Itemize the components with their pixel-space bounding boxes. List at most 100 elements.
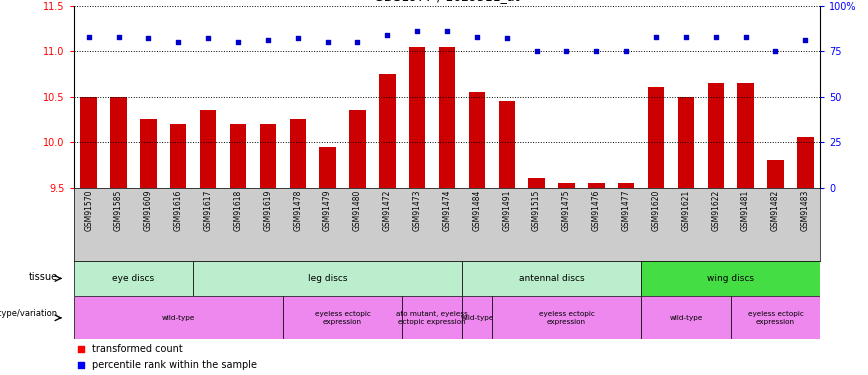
Text: GSM91479: GSM91479 bbox=[323, 190, 332, 231]
Bar bbox=[74, 296, 283, 339]
Text: leg discs: leg discs bbox=[308, 274, 347, 283]
Bar bbox=[462, 296, 492, 339]
Text: GSM91474: GSM91474 bbox=[443, 190, 451, 231]
Bar bbox=[141, 119, 156, 188]
Text: GSM91472: GSM91472 bbox=[383, 190, 391, 231]
Text: GSM91476: GSM91476 bbox=[592, 190, 601, 231]
Bar bbox=[731, 296, 820, 339]
Text: GSM91609: GSM91609 bbox=[144, 190, 153, 231]
Text: GSM91481: GSM91481 bbox=[741, 190, 750, 231]
Text: GSM91483: GSM91483 bbox=[801, 190, 810, 231]
Text: wild-type: wild-type bbox=[669, 315, 702, 321]
Text: GSM91617: GSM91617 bbox=[204, 190, 213, 231]
Text: GSM91570: GSM91570 bbox=[84, 190, 93, 231]
Text: ato mutant, eyeless
ectopic expression: ato mutant, eyeless ectopic expression bbox=[396, 311, 468, 324]
Point bbox=[112, 33, 126, 39]
Point bbox=[709, 33, 723, 39]
Text: GSM91475: GSM91475 bbox=[562, 190, 571, 231]
Text: GSM91621: GSM91621 bbox=[681, 190, 690, 231]
Point bbox=[141, 35, 155, 41]
Point bbox=[529, 48, 543, 54]
Bar bbox=[797, 138, 813, 188]
Bar bbox=[641, 261, 820, 296]
Bar bbox=[194, 261, 462, 296]
Text: GSM91620: GSM91620 bbox=[652, 190, 661, 231]
Point bbox=[470, 33, 483, 39]
Point bbox=[768, 48, 782, 54]
Text: GSM91619: GSM91619 bbox=[263, 190, 273, 231]
Bar bbox=[81, 97, 97, 188]
Bar bbox=[74, 261, 194, 296]
Text: GSM91491: GSM91491 bbox=[503, 190, 511, 231]
Point bbox=[320, 39, 334, 45]
Bar bbox=[110, 97, 127, 188]
Point bbox=[75, 346, 89, 352]
Bar bbox=[439, 46, 455, 188]
Point bbox=[171, 39, 185, 45]
Point bbox=[82, 33, 95, 39]
Text: eyeless ectopic
expression: eyeless ectopic expression bbox=[314, 311, 371, 324]
Point bbox=[799, 37, 812, 43]
Text: GSM91484: GSM91484 bbox=[472, 190, 482, 231]
Text: wild-type: wild-type bbox=[460, 315, 494, 321]
Point bbox=[679, 33, 693, 39]
Bar bbox=[379, 74, 396, 188]
Point bbox=[411, 28, 424, 34]
Point bbox=[201, 35, 215, 41]
Point bbox=[75, 362, 89, 368]
Text: GSM91480: GSM91480 bbox=[353, 190, 362, 231]
Bar bbox=[498, 101, 515, 188]
Point bbox=[231, 39, 245, 45]
Bar bbox=[641, 296, 731, 339]
Text: wild-type: wild-type bbox=[161, 315, 195, 321]
Bar bbox=[558, 183, 575, 188]
Bar bbox=[200, 110, 216, 188]
Bar bbox=[469, 92, 485, 188]
Text: GSM91585: GSM91585 bbox=[114, 190, 123, 231]
Text: GSM91618: GSM91618 bbox=[233, 190, 242, 231]
Bar bbox=[492, 296, 641, 339]
Text: GSM91478: GSM91478 bbox=[293, 190, 302, 231]
Bar bbox=[767, 160, 784, 188]
Bar bbox=[618, 183, 635, 188]
Text: wing discs: wing discs bbox=[707, 274, 754, 283]
Bar bbox=[648, 87, 664, 188]
Point bbox=[739, 33, 753, 39]
Text: antennal discs: antennal discs bbox=[519, 274, 584, 283]
Text: eye discs: eye discs bbox=[113, 274, 155, 283]
Bar bbox=[707, 83, 724, 188]
Bar bbox=[230, 124, 247, 188]
Bar bbox=[678, 97, 694, 188]
Bar bbox=[290, 119, 306, 188]
Point bbox=[500, 35, 514, 41]
Point bbox=[589, 48, 603, 54]
Bar bbox=[283, 296, 402, 339]
Text: GSM91616: GSM91616 bbox=[174, 190, 183, 231]
Bar bbox=[349, 110, 365, 188]
Title: GDS1977 / 1629511_at: GDS1977 / 1629511_at bbox=[374, 0, 520, 3]
Text: GSM91622: GSM91622 bbox=[711, 190, 720, 231]
Point bbox=[380, 32, 394, 38]
Point bbox=[291, 35, 305, 41]
Text: GSM91477: GSM91477 bbox=[621, 190, 631, 231]
Point bbox=[619, 48, 633, 54]
Point bbox=[261, 37, 275, 43]
Bar bbox=[170, 124, 187, 188]
Point bbox=[351, 39, 365, 45]
Bar bbox=[589, 183, 604, 188]
Point bbox=[440, 28, 454, 34]
Bar bbox=[738, 83, 753, 188]
Bar bbox=[402, 296, 462, 339]
Point bbox=[649, 33, 663, 39]
Text: tissue: tissue bbox=[29, 272, 57, 282]
Text: eyeless ectopic
expression: eyeless ectopic expression bbox=[538, 311, 595, 324]
Bar bbox=[462, 261, 641, 296]
Text: eyeless ectopic
expression: eyeless ectopic expression bbox=[747, 311, 804, 324]
Bar bbox=[409, 46, 425, 188]
Text: genotype/variation: genotype/variation bbox=[0, 309, 57, 318]
Text: GSM91482: GSM91482 bbox=[771, 190, 780, 231]
Bar bbox=[260, 124, 276, 188]
Text: GSM91473: GSM91473 bbox=[412, 190, 422, 231]
Text: GSM91515: GSM91515 bbox=[532, 190, 541, 231]
Text: percentile rank within the sample: percentile rank within the sample bbox=[93, 360, 258, 370]
